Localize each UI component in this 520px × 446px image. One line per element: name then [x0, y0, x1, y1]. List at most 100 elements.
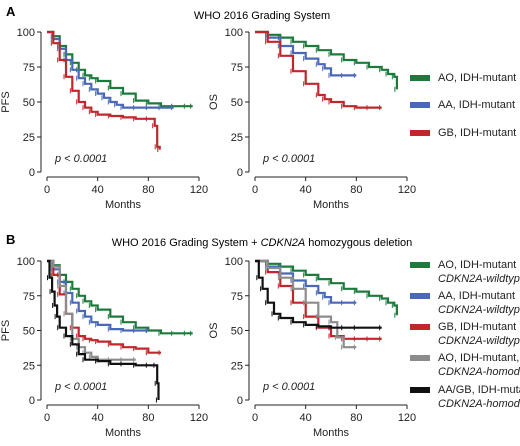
legend-label: AO, IDH-mutant	[438, 259, 516, 271]
x-tick-label: 80	[142, 184, 154, 196]
km-curve-gb_mut	[255, 259, 382, 340]
x-tick-label: 80	[142, 412, 154, 424]
legend-swatch	[410, 75, 430, 81]
x-tick-label: 0	[44, 412, 50, 424]
x-tick-label: 120	[398, 412, 416, 424]
km-curve-gb_mut	[47, 30, 161, 150]
legend-item-gb_mut: GB, IDH-mutant CDKN2A-wildtype	[410, 321, 520, 347]
legend-item-aa_mut: AA, IDH-mutant CDKN2A-wildtype	[410, 290, 520, 316]
legend-label: AA, IDH-mutant	[438, 290, 515, 302]
km-curve-ao_mut	[47, 259, 193, 335]
p-value-label: p < 0.0001	[262, 153, 315, 165]
km-curve-gb_mut	[255, 30, 382, 109]
p-value-label: p < 0.0001	[54, 381, 107, 393]
legend-swatch	[410, 324, 430, 330]
y-tick-label: 75	[231, 62, 243, 74]
km-curve-aa_mut	[47, 259, 149, 332]
y-tick-label: 25	[231, 360, 243, 372]
legend-swatch	[410, 102, 430, 108]
x-tick-label: 0	[252, 184, 258, 196]
y-axis-label: OS	[208, 94, 220, 110]
legend-label: GB, IDH-mutant	[438, 127, 516, 139]
p-value-label: p < 0.0001	[262, 381, 315, 393]
legend-label: AA/GB, IDH-mutant,	[438, 384, 520, 396]
legend-swatch	[410, 355, 430, 361]
km-curve-aa_mut	[255, 30, 357, 77]
y-axis-label: OS	[208, 323, 220, 339]
legend-label: AO, IDH-mutant,	[438, 352, 519, 364]
legend-label: AO, IDH-mutant	[438, 72, 516, 84]
km-plot-3: 0 25 50 75 100 0 40 80 120 Months PFS p < 0.0001	[0, 256, 208, 439]
km-curve-aa_mut	[47, 30, 174, 109]
x-tick-label: 120	[190, 412, 208, 424]
legend-item-ao_mut: AO, IDH-mutant	[410, 72, 516, 84]
panel-b-title-post: homozygous deletion	[305, 237, 412, 249]
km-curve-ao_mut	[255, 259, 398, 316]
legend-label-line2: CDKN2A-homodel	[438, 366, 520, 378]
x-tick-label: 80	[350, 184, 362, 196]
panel-letter-a: A	[6, 4, 16, 19]
y-tick-label: 0	[237, 395, 243, 407]
legend-swatch	[410, 262, 430, 268]
x-axis-label: Months	[313, 427, 350, 439]
x-tick-label: 40	[300, 412, 312, 424]
km-curve-aa_mut	[255, 259, 357, 304]
km-plot-4: 0 25 50 75 100 0 40 80 120 Months OS p < 0.0001	[208, 256, 416, 439]
x-tick-label: 40	[92, 184, 104, 196]
y-tick-label: 100	[17, 256, 35, 268]
plots-layer: 0 25 50 75 100 0 40 80 120 Months PFS p < 0.0001 0 25…	[0, 27, 416, 439]
x-tick-label: 80	[350, 412, 362, 424]
x-tick-label: 40	[300, 184, 312, 196]
panel-b-title-gene: CDKN2A	[261, 237, 306, 249]
panel-b-title: WHO 2016 Grading System + CDKN2A homozyg…	[112, 237, 413, 249]
y-axis-label: PFS	[0, 91, 12, 112]
legend-label-line2: CDKN2A-wildtype	[438, 273, 520, 285]
legend-swatch	[410, 130, 430, 136]
y-tick-label: 25	[23, 360, 35, 372]
x-tick-label: 120	[190, 184, 208, 196]
panel-a-title: WHO 2016 Grading System	[194, 10, 330, 22]
y-tick-label: 0	[237, 167, 243, 179]
y-tick-label: 25	[23, 132, 35, 144]
y-tick-label: 75	[23, 62, 35, 74]
y-tick-label: 0	[29, 167, 35, 179]
legends-layer: AO, IDH-mutant AA, IDH-mutant GB, IDH-muta…	[410, 72, 520, 410]
y-tick-label: 0	[29, 395, 35, 407]
x-tick-label: 40	[92, 412, 104, 424]
y-tick-label: 75	[23, 291, 35, 303]
y-tick-label: 50	[23, 326, 35, 338]
km-plot-1: 0 25 50 75 100 0 40 80 120 Months PFS p < 0.0001	[0, 27, 208, 211]
km-curve-ao_mut	[47, 30, 193, 108]
km-plot-2: 0 25 50 75 100 0 40 80 120 Months OS p < 0.0001	[208, 27, 416, 211]
legend-item-ao_mut: AO, IDH-mutant CDKN2A-wildtype	[410, 259, 520, 285]
y-tick-label: 100	[225, 27, 243, 39]
p-value-label: p < 0.0001	[54, 153, 107, 165]
legend-swatch	[410, 293, 430, 299]
panel-b-title-pre: WHO 2016 Grading System +	[112, 237, 261, 249]
legend-item-gb_mut: GB, IDH-mutant	[410, 127, 516, 139]
legend-label: AA, IDH-mutant	[438, 99, 515, 111]
legend-swatch	[410, 387, 430, 393]
legend-label-line2: CDKN2A-homodel	[438, 398, 520, 410]
y-tick-label: 50	[231, 97, 243, 109]
legend-label-line2: CDKN2A-wildtype	[438, 304, 520, 316]
y-tick-label: 50	[23, 97, 35, 109]
legend-a: AO, IDH-mutant AA, IDH-mutant GB, IDH-muta…	[410, 72, 516, 139]
y-tick-label: 100	[17, 27, 35, 39]
legend-item-aagb_homo: AA/GB, IDH-mutant, CDKN2A-homodel	[410, 384, 520, 410]
km-curve-ao_mut	[255, 30, 398, 90]
y-tick-label: 75	[231, 291, 243, 303]
y-tick-label: 100	[225, 256, 243, 268]
y-axis-label: PFS	[0, 320, 12, 341]
x-tick-label: 0	[252, 412, 258, 424]
panel-letter-b: B	[6, 232, 15, 247]
x-axis-label: Months	[105, 427, 142, 439]
km-curve-aagb_homo	[255, 259, 382, 329]
x-tick-label: 0	[44, 184, 50, 196]
legend-label: GB, IDH-mutant	[438, 321, 516, 333]
legend-label-line2: CDKN2A-wildtype	[438, 335, 520, 347]
km-curve-ao_homo	[255, 259, 357, 349]
x-tick-label: 120	[398, 184, 416, 196]
legend-item-aa_mut: AA, IDH-mutant	[410, 99, 515, 111]
